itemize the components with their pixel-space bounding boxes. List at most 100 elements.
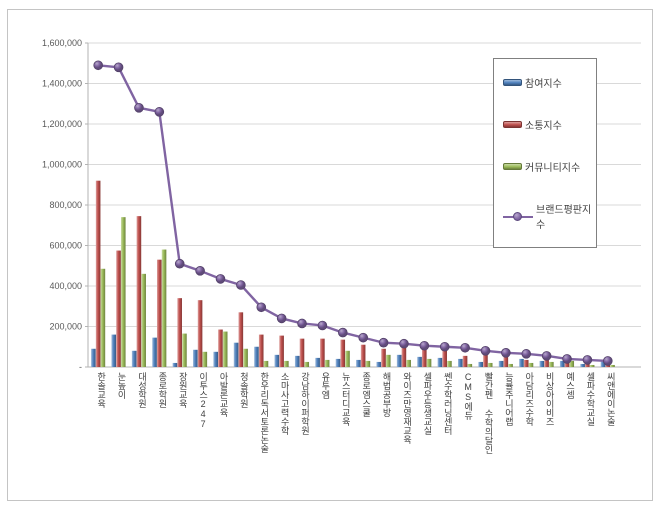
- x-axis-label-14: 종로엠스쿨: [361, 372, 372, 417]
- x-axis-label-1: 한솔교육: [96, 372, 107, 408]
- bar-participation-20: [478, 361, 483, 367]
- brand-index-point-17: [419, 340, 430, 351]
- y-axis-tick-label: 400,000: [49, 281, 82, 291]
- brand-index-point-23: [541, 351, 552, 361]
- brand-index-point-8: [236, 280, 246, 290]
- brand-index-point-26: [603, 356, 613, 366]
- legend-item-participation: 참여지수: [503, 75, 596, 90]
- bar-communication-12: [320, 338, 325, 367]
- bar-participation-13: [335, 358, 341, 367]
- bar-participation-6: [193, 349, 198, 367]
- bar-communication-18: [442, 348, 447, 367]
- bar-community-1: [100, 268, 106, 367]
- x-axis-label-11: 강남하이퍼학원: [300, 372, 311, 435]
- legend-label-brand-index: 브랜드평판지수: [536, 205, 592, 232]
- x-axis-label-19: CMS에듀: [463, 372, 474, 420]
- bar-participation-21: [498, 360, 504, 367]
- brand-index-point-3: [134, 103, 144, 113]
- bar-participation-19: [458, 358, 463, 367]
- bar-communication-16: [401, 347, 407, 367]
- brand-index-point-13: [338, 327, 348, 338]
- brand-index-point-18: [439, 341, 450, 352]
- bar-participation-8: [233, 342, 239, 367]
- bar-community-3: [141, 273, 146, 367]
- brand-index-point-16: [399, 338, 409, 349]
- bar-community-4: [161, 249, 167, 367]
- bar-participation-22: [519, 358, 524, 367]
- bar-community-11: [304, 361, 310, 367]
- bar-communication-2: [116, 250, 121, 367]
- brand-index-point-10: [276, 313, 287, 324]
- x-axis-label-5: 장원교육: [177, 372, 188, 408]
- bar-community-12: [324, 359, 330, 367]
- bar-communication-25: [585, 362, 590, 367]
- bar-community-7: [222, 331, 228, 367]
- bar-participation-2: [111, 334, 117, 367]
- legend-swatch-communication: [503, 120, 522, 128]
- bar-communication-19: [462, 355, 468, 367]
- x-axis-label-3: 대성학원: [136, 372, 147, 408]
- bar-participation-16: [396, 354, 402, 367]
- x-axis-label-10: 소마사고력수학: [279, 372, 290, 435]
- bar-community-13: [345, 350, 350, 367]
- legend-swatch-community: [503, 163, 522, 171]
- legend-label-communication: 소통지수: [525, 120, 562, 132]
- brand-index-point-15: [378, 337, 389, 348]
- y-axis-tick-label: 1,400,000: [42, 79, 82, 89]
- brand-index-point-7: [215, 274, 226, 284]
- bar-participation-18: [437, 357, 443, 367]
- bar-community-24: [569, 360, 575, 367]
- x-axis-label-26: 씨앤에이논술: [605, 372, 616, 426]
- x-axis-label-24: 예스셈: [565, 372, 576, 399]
- bar-communication-14: [360, 344, 366, 367]
- bar-participation-12: [315, 357, 320, 367]
- x-axis-label-15: 해법공부방: [381, 372, 392, 417]
- bar-community-19: [467, 363, 473, 367]
- y-axis-tick-label: 800,000: [49, 200, 82, 210]
- bar-participation-17: [417, 356, 422, 367]
- bar-participation-15: [376, 361, 382, 367]
- brand-index-point-6: [195, 266, 205, 276]
- bar-communication-13: [340, 339, 346, 367]
- brand-index-point-11: [297, 318, 307, 329]
- brand-index-point-21: [501, 348, 511, 358]
- brand-index-point-5: [174, 258, 185, 269]
- bar-community-10: [284, 360, 289, 367]
- bar-community-16: [406, 359, 411, 367]
- x-axis-label-21: 능률주니어랩: [503, 372, 514, 426]
- x-axis-label-8: 청솔학원: [238, 372, 249, 408]
- x-axis-label-9: 한우리독서토론논술: [259, 372, 270, 453]
- bar-communication-7: [218, 329, 223, 367]
- bar-communication-8: [238, 312, 244, 367]
- y-axis-tick-label: 1,000,000: [42, 160, 82, 170]
- x-axis-label-2: 눈높이: [116, 372, 127, 399]
- x-axis-label-17: 셀파우등생교실: [422, 372, 433, 435]
- bar-communication-9: [258, 334, 264, 367]
- bar-participation-4: [152, 337, 157, 367]
- bar-communication-20: [483, 353, 488, 367]
- bar-community-6: [202, 351, 208, 367]
- bar-communication-6: [197, 300, 203, 367]
- bar-participation-26: [600, 359, 606, 367]
- brand-index-point-25: [582, 355, 593, 365]
- bar-community-25: [589, 364, 595, 367]
- bar-communication-15: [381, 348, 386, 367]
- x-axis-label-4: 종로학원: [157, 372, 168, 408]
- bar-participation-24: [559, 360, 565, 367]
- x-axis-label-23: 비상아이비즈: [544, 372, 555, 426]
- bar-communication-5: [177, 298, 182, 367]
- bar-participation-5: [172, 362, 178, 367]
- legend-item-brand-index: 브랜드평판지수: [503, 201, 596, 231]
- legend-label-participation: 참여지수: [525, 78, 562, 90]
- bar-community-26: [610, 364, 615, 367]
- legend-swatch-brand-index-line-marker: [503, 211, 533, 221]
- y-axis-tick-label: 200,000: [49, 322, 82, 332]
- bar-participation-25: [580, 363, 585, 367]
- bar-community-18: [447, 360, 452, 367]
- bar-community-21: [508, 363, 513, 367]
- y-axis-tick-label: 600,000: [49, 241, 82, 251]
- brand-index-point-1: [93, 60, 103, 71]
- brand-index-point-2: [113, 62, 124, 73]
- bar-communication-11: [299, 338, 305, 367]
- y-axis-tick-label: -: [79, 362, 82, 372]
